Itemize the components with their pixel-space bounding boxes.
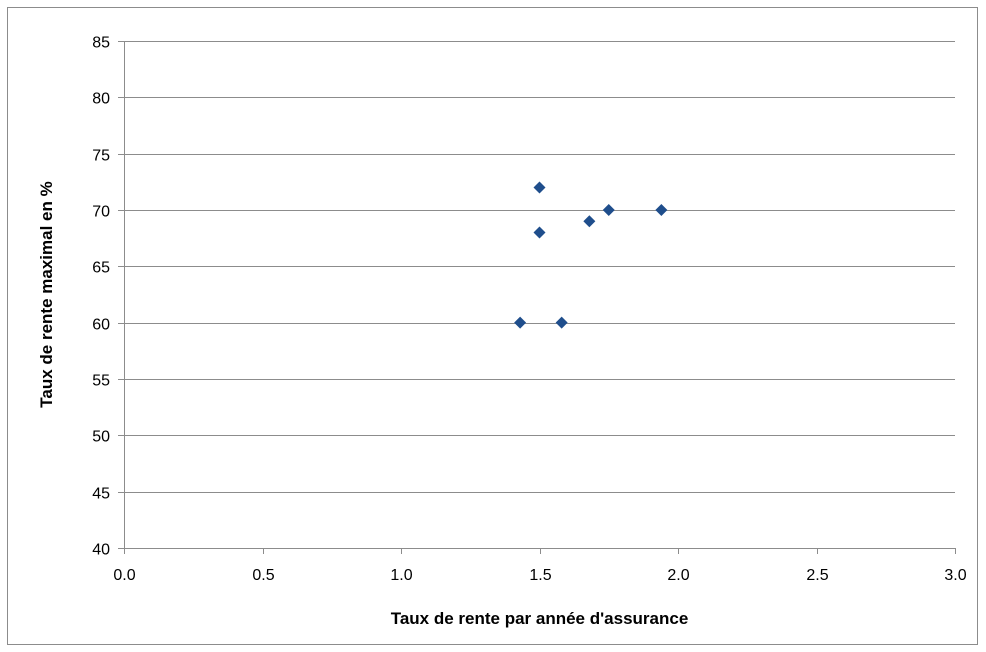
gridlines — [124, 41, 955, 493]
x-tick-label: 3.0 — [944, 567, 966, 584]
x-tick-label: 2.0 — [667, 567, 689, 584]
y-tick-label: 75 — [92, 148, 110, 165]
x-axis-title: Taux de rente par année d'assurance — [391, 609, 689, 628]
x-tick-label: 1.0 — [390, 567, 412, 584]
y-tick-label: 60 — [92, 317, 110, 334]
y-axis-title: Taux de rente maximal en % — [37, 181, 56, 407]
y-tick-label: 80 — [92, 91, 110, 108]
y-tick-label: 45 — [92, 486, 110, 503]
chart-area: 40 45 50 55 60 65 70 75 80 85 0.0 0.5 1.0 1.5 2.0 2.5 3… — [7, 7, 978, 645]
data-point — [533, 181, 546, 194]
data-point — [533, 226, 546, 239]
y-tick-label: 65 — [92, 260, 110, 277]
y-tick-label: 70 — [92, 204, 110, 221]
x-tick-label: 0.5 — [252, 567, 274, 584]
data-point — [655, 204, 668, 216]
x-tick-label: 1.5 — [529, 567, 551, 584]
y-tick-label: 55 — [92, 373, 110, 390]
data-points — [514, 181, 668, 329]
x-axis-ticks: 0.0 0.5 1.0 1.5 2.0 2.5 3.0 — [113, 567, 966, 584]
x-tick-label: 2.5 — [806, 567, 828, 584]
data-point — [555, 316, 568, 329]
y-tick-label: 40 — [92, 542, 110, 559]
x-tick-label: 0.0 — [113, 567, 135, 584]
y-tick-label: 85 — [92, 35, 110, 52]
y-axis-ticks: 40 45 50 55 60 65 70 75 80 85 — [92, 35, 110, 559]
scatter-chart: 40 45 50 55 60 65 70 75 80 85 0.0 0.5 1.0 1.5 2.0 2.5 3… — [37, 35, 967, 629]
y-tick-label: 50 — [92, 429, 110, 446]
data-point — [514, 316, 527, 329]
data-point — [583, 215, 596, 228]
data-point — [602, 204, 615, 216]
axes — [118, 41, 956, 554]
